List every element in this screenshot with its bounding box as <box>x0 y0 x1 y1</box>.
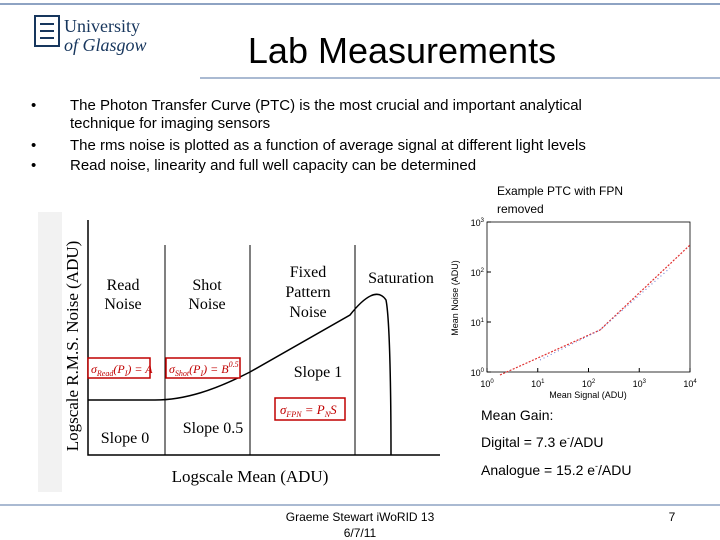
example-trend <box>499 244 691 376</box>
example-x-label: Mean Signal (ADU) <box>549 390 627 400</box>
equation: σShot(PI) = B0.5 <box>169 360 239 378</box>
example-y-label: Mean Noise (ADU) <box>450 260 460 336</box>
logo-text: University <box>64 16 140 36</box>
bullet-text: Read noise, linearity and full well capa… <box>70 157 476 174</box>
logo-text: of Glasgow <box>64 35 147 55</box>
tick-label: 103 <box>633 379 647 389</box>
bullet-dot: • <box>31 157 36 174</box>
tick-label: 102 <box>471 268 485 278</box>
equation: σFPN = PNS <box>280 402 337 419</box>
tick-label: 104 <box>683 379 697 389</box>
region-label: Pattern <box>285 284 330 301</box>
gain-block: Mean Gain: Digital = 7.3 e-/ADU Analogue… <box>481 407 632 478</box>
slide-title: Lab Measurements <box>248 30 556 71</box>
region-label: Read <box>107 277 140 294</box>
footer-date: 6/7/11 <box>344 526 377 540</box>
region-label: Noise <box>188 296 225 313</box>
diagram-panel <box>62 212 442 492</box>
logo: University of Glasgow <box>34 15 147 55</box>
tick-label: 102 <box>582 379 596 389</box>
bullet-text: The rms noise is plotted as a function o… <box>70 137 586 154</box>
example-plot: Example PTC with FPN removed Mean Noise … <box>450 184 697 400</box>
plot-frame <box>486 221 691 373</box>
slope-label: Slope 0.5 <box>183 420 243 437</box>
diagram-y-label: Logscale R.M.S. Noise (ADU) <box>63 241 82 452</box>
gain-digital: Digital = 7.3 e-/ADU <box>481 433 603 450</box>
tick-label: 100 <box>471 368 485 378</box>
gain-analogue: Analogue = 15.2 e-/ADU <box>481 461 632 478</box>
diagram-x-label: Logscale Mean (ADU) <box>172 467 329 486</box>
bullet-text: technique for imaging sensors <box>70 115 270 132</box>
ptc-curve <box>88 293 392 456</box>
gain-heading: Mean Gain: <box>481 407 553 423</box>
tick-label: 103 <box>471 218 485 228</box>
bullet-dot: • <box>31 137 36 154</box>
equation-box <box>87 357 151 379</box>
region-label: Noise <box>104 296 141 313</box>
equation-box <box>165 357 241 379</box>
equation: σRead(PI) = A <box>91 362 153 378</box>
bullet-dot: • <box>31 97 36 114</box>
diagram-axes <box>87 220 440 456</box>
region-label: Fixed <box>290 264 326 281</box>
page-number: 7 <box>669 510 676 524</box>
region-label: Shot <box>192 277 222 294</box>
tick-label: 101 <box>471 318 485 328</box>
equation-box <box>274 397 346 421</box>
slope-label: Slope 1 <box>294 364 342 381</box>
tick-label: 100 <box>480 379 494 389</box>
slope-label: Slope 0 <box>101 430 149 447</box>
footer-author: Graeme Stewart iWoRID 13 <box>286 510 435 524</box>
ptc-diagram: Logscale R.M.S. Noise (ADU) Logscale Mea… <box>38 212 442 492</box>
region-label: Saturation <box>368 270 434 287</box>
bullet-text: The Photon Transfer Curve (PTC) is the m… <box>70 97 582 114</box>
bullet-list: • The Photon Transfer Curve (PTC) is the… <box>31 97 586 174</box>
region-label: Noise <box>289 304 326 321</box>
example-caption: Example PTC with FPN <box>497 184 623 198</box>
tick-label: 101 <box>531 379 545 389</box>
example-caption: removed <box>497 202 544 216</box>
crest-detail <box>40 23 54 39</box>
